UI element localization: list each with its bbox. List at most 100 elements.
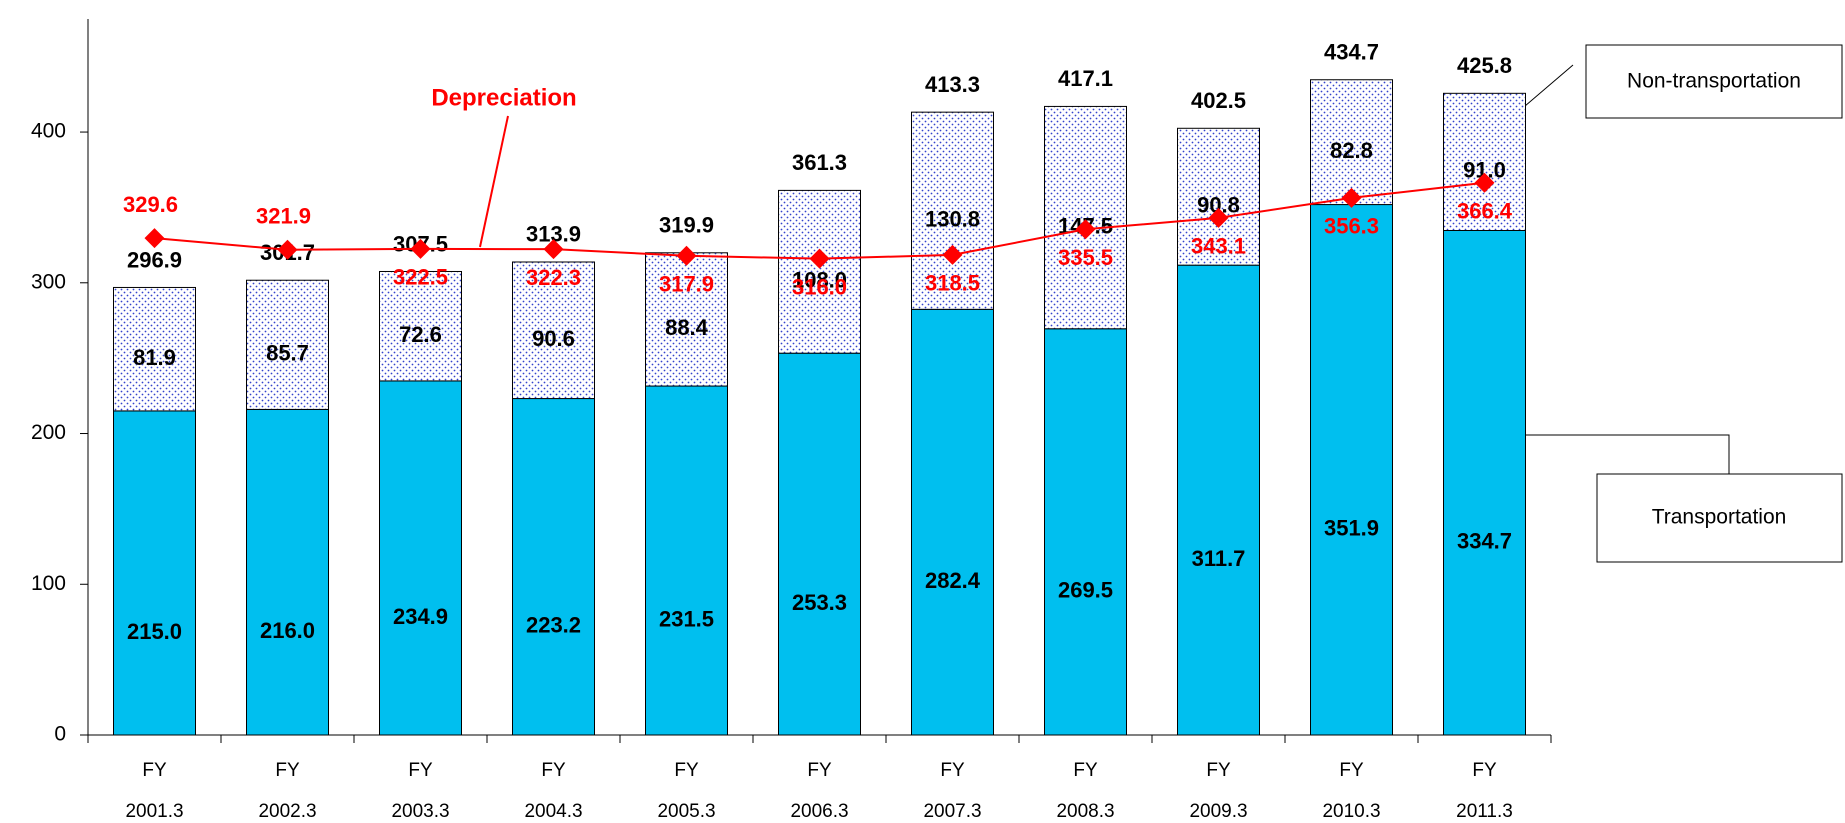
line-marker [277,239,298,260]
data-label: 321.9 [256,204,311,229]
legend-label: Non-transportation [1627,70,1801,93]
line-marker [676,245,697,266]
y-tick-label: 300 [31,270,66,293]
line-marker [1474,172,1495,193]
total-label: 296.9 [127,247,182,272]
y-tick-label: 100 [31,572,66,595]
line-marker [809,248,830,269]
data-label: 317.9 [659,272,714,297]
x-tick-label: FY [940,760,965,781]
bar [246,279,329,410]
data-label: 215.0 [127,619,182,644]
bar [1044,105,1127,330]
x-tick-label: 2002.3 [258,801,316,822]
data-label: 343.1 [1191,234,1246,259]
total-label: 319.9 [659,213,714,238]
x-tick-label: FY [541,760,566,781]
x-tick-label: 2005.3 [657,801,715,822]
data-label: 311.7 [1192,546,1246,571]
data-label: 334.7 [1457,529,1512,554]
bar [778,352,861,736]
data-label: 322.5 [393,265,448,290]
line-marker [1075,219,1096,240]
x-tick-label: FY [807,760,832,781]
total-label: 417.1 [1058,66,1113,91]
bar [113,286,196,412]
data-label: 72.6 [399,322,442,347]
bar [1044,328,1127,736]
data-label: 216.0 [260,618,315,643]
total-label: 402.5 [1191,88,1246,113]
data-label: 108.0 [792,268,847,293]
data-label: 351.9 [1324,516,1379,541]
x-tick-label: FY [1206,760,1231,781]
x-tick-label: 2011.3 [1456,801,1513,822]
y-tick-label: 200 [31,421,66,444]
x-tick-label: 2006.3 [790,801,848,822]
x-tick-label: 2009.3 [1189,801,1247,822]
bar [113,410,196,736]
data-label: 88.4 [665,315,709,340]
data-label: 253.3 [792,590,847,615]
bar [246,408,329,736]
x-tick-label: 2007.3 [923,801,981,822]
line-marker [410,238,431,259]
legend-box [1585,44,1843,119]
data-label: 223.2 [526,613,581,638]
bar [1177,264,1260,736]
data-label: 82.8 [1330,138,1373,163]
leader-line [479,115,509,248]
bar [1443,229,1526,736]
data-label: 81.9 [133,345,176,370]
x-tick-label: FY [275,760,300,781]
data-label: 231.5 [659,606,714,631]
x-tick-label: 2008.3 [1056,801,1114,822]
bar [379,380,462,736]
x-tick-label: 2004.3 [524,801,582,822]
bar [379,270,462,382]
x-tick-label: 2003.3 [391,801,449,822]
data-label: 85.7 [266,341,309,366]
x-tick-label: FY [674,760,699,781]
bar [645,385,728,736]
legend-label: Transportation [1652,506,1787,529]
total-label: 434.7 [1324,40,1379,65]
y-tick-label: 400 [31,120,66,143]
line-marker [1341,187,1362,208]
total-label: 413.3 [925,72,980,97]
bar [911,308,994,736]
bar [512,398,595,736]
data-label: 356.3 [1324,214,1379,239]
line-marker [942,244,963,265]
data-label: 90.6 [532,326,575,351]
x-tick-label: FY [1073,760,1098,781]
bar [1177,127,1260,266]
x-tick-label: FY [408,760,433,781]
x-tick-label: 2001.3 [125,801,183,822]
bar [1443,92,1526,231]
bar [645,252,728,387]
leader-line [1517,64,1574,113]
data-label: 316.0 [792,274,847,299]
total-label: 425.8 [1457,53,1512,78]
data-label: 366.4 [1457,199,1513,224]
data-label: 269.5 [1058,578,1113,603]
total-label: 361.3 [792,150,847,175]
bar [911,111,994,310]
data-label: 335.5 [1058,245,1113,270]
x-tick-label: 2010.3 [1322,801,1380,822]
series-annotation: Depreciation [431,84,576,111]
x-tick-label: FY [1472,760,1497,781]
line-marker [144,228,165,249]
bar [1310,204,1393,736]
data-label: 318.5 [925,271,980,296]
data-label: 130.8 [925,207,980,232]
data-label: 282.4 [925,568,981,593]
legend-box [1596,473,1843,563]
line-marker [1208,207,1229,228]
x-tick-label: FY [1339,760,1364,781]
data-label: 322.3 [526,265,581,290]
bar [512,261,595,400]
bar [778,189,861,354]
